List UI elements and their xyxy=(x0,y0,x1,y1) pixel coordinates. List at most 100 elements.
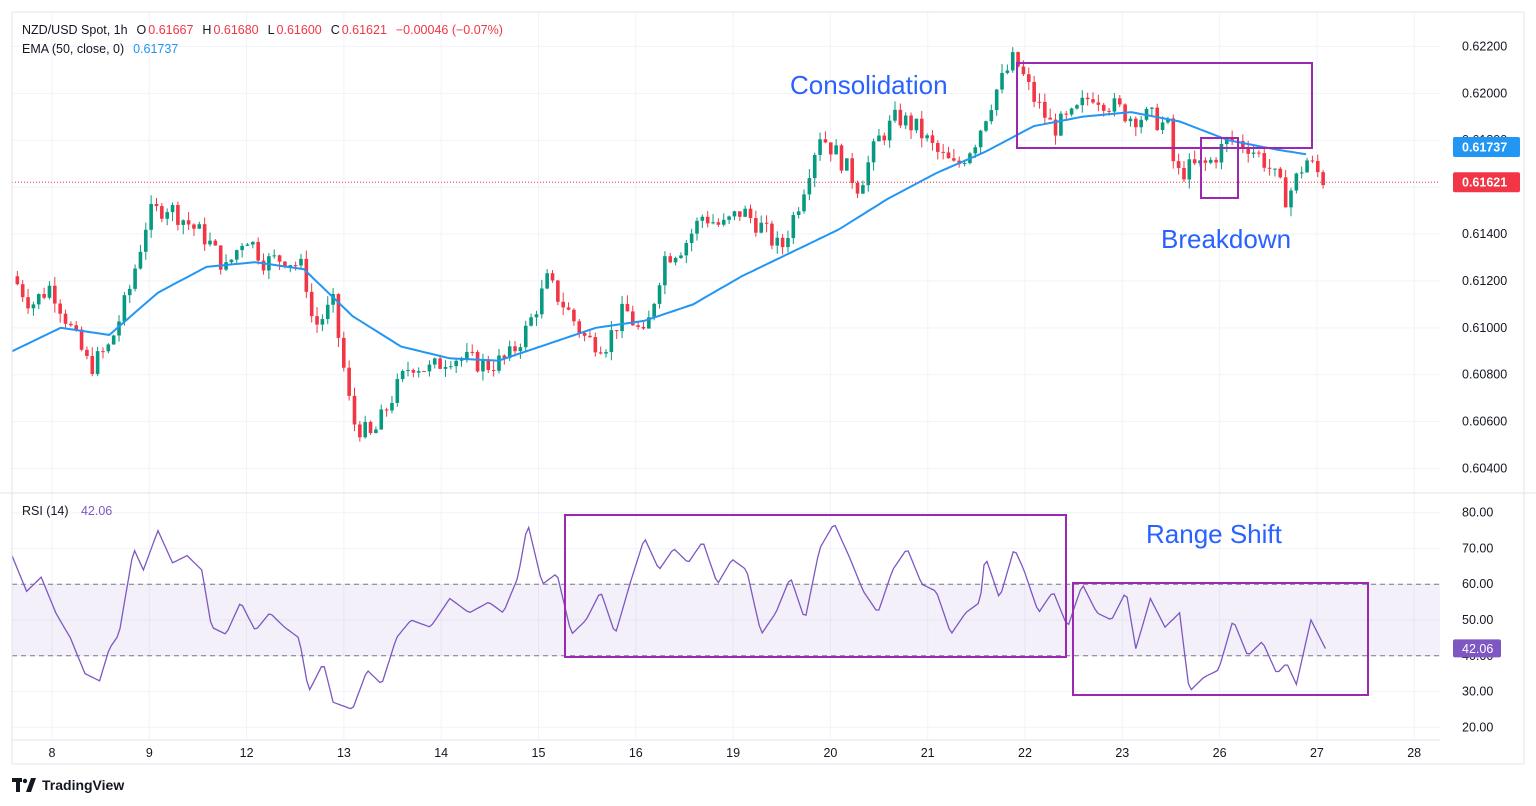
candle-body xyxy=(438,358,442,369)
candle-body xyxy=(1107,110,1111,112)
candle-body xyxy=(293,265,298,267)
time-tick-label: 13 xyxy=(337,746,351,760)
ema-legend: EMA (50, close, 0) 0.61737 xyxy=(22,42,180,56)
candle-body xyxy=(213,240,218,246)
candle-body xyxy=(796,211,801,216)
candle-body xyxy=(786,238,790,248)
candle-body xyxy=(1048,117,1052,120)
candle-body xyxy=(636,325,640,327)
candle-body xyxy=(58,303,62,314)
candle-body xyxy=(85,349,89,356)
candle-body xyxy=(1230,137,1234,142)
candle-body xyxy=(234,250,239,260)
candle-body xyxy=(641,326,646,329)
candle-body xyxy=(925,135,929,139)
candle-body xyxy=(721,219,726,225)
candle-body xyxy=(716,222,721,225)
candle-body xyxy=(1310,160,1315,162)
candle-body xyxy=(1283,177,1288,208)
candle-body xyxy=(186,220,191,225)
candle-body xyxy=(309,291,314,317)
candle-body xyxy=(523,325,528,348)
candle-body xyxy=(154,203,159,207)
candle-body xyxy=(427,364,432,372)
candle-body xyxy=(738,211,742,217)
candle-body xyxy=(630,311,635,326)
candle-body xyxy=(984,121,988,131)
candle-body xyxy=(909,115,913,131)
price-tick-label: 0.60600 xyxy=(1462,415,1507,429)
rsi-tick-label: 50.00 xyxy=(1462,613,1493,627)
candle-body xyxy=(1134,118,1138,128)
candle-body xyxy=(1139,119,1143,128)
candle-body xyxy=(454,360,458,367)
candle-body xyxy=(893,109,897,121)
candle-body xyxy=(218,245,223,270)
candle-body xyxy=(1166,118,1170,123)
tradingview-brand[interactable]: TradingView xyxy=(12,777,124,793)
candle-body xyxy=(1262,153,1267,168)
candle-body xyxy=(47,285,52,298)
price-tick-label: 0.62000 xyxy=(1462,86,1507,100)
candle-body xyxy=(1069,108,1074,115)
time-tick-label: 26 xyxy=(1213,746,1227,760)
candle-body xyxy=(604,352,608,354)
price-tick-label: 0.60800 xyxy=(1462,368,1507,382)
candle-body xyxy=(994,89,999,111)
candle-body xyxy=(63,313,68,324)
candle-body xyxy=(197,224,202,229)
candle-body xyxy=(1214,159,1218,163)
candle-body xyxy=(1037,101,1042,103)
candle-body xyxy=(143,229,148,252)
candle-body xyxy=(903,115,908,126)
candle-body xyxy=(748,208,753,219)
rsi-guide-lines xyxy=(12,583,1440,657)
candle-body xyxy=(208,240,212,245)
rsi-tick-label: 30.00 xyxy=(1462,685,1493,699)
high-value: 0.61680 xyxy=(213,23,259,37)
candle-body xyxy=(679,255,683,258)
candle-body xyxy=(989,110,994,122)
candle-body xyxy=(577,321,582,333)
candle-body xyxy=(31,304,36,309)
rsi-line xyxy=(11,524,1327,710)
candle-body xyxy=(539,288,544,315)
candle-body xyxy=(689,233,694,244)
candle-body xyxy=(1128,118,1133,122)
candle-body xyxy=(1053,119,1058,136)
candle-body xyxy=(283,261,287,267)
candle-body xyxy=(1219,144,1224,163)
candle-body xyxy=(898,109,903,126)
time-tick-label: 20 xyxy=(823,746,837,760)
candle-body xyxy=(133,268,137,289)
candle-body xyxy=(572,309,576,322)
candle-body xyxy=(1150,107,1154,109)
candle-body xyxy=(978,130,983,148)
candle-body xyxy=(69,323,73,326)
candle-body xyxy=(1289,190,1293,208)
candle-body xyxy=(764,222,769,224)
candle-body xyxy=(936,142,940,152)
candle-body xyxy=(272,255,277,257)
price-tick-label: 0.61200 xyxy=(1462,274,1507,288)
rsi-value-tag-text: 42.06 xyxy=(1462,642,1493,656)
candle-body xyxy=(518,347,523,352)
candle-body xyxy=(251,241,255,245)
candle-body xyxy=(245,244,250,246)
candle-body xyxy=(1096,102,1101,105)
candle-body xyxy=(812,154,817,179)
candle-body xyxy=(261,260,266,271)
candle-body xyxy=(834,145,838,155)
candle-body xyxy=(101,351,105,353)
rsi-range-box-2 xyxy=(1072,582,1369,696)
ema-label: EMA (50, close, 0) xyxy=(22,42,125,56)
candle-body xyxy=(374,429,378,434)
candle-body xyxy=(432,358,437,365)
candle-body xyxy=(1032,81,1036,102)
candle-body xyxy=(149,203,153,230)
candle-body xyxy=(229,259,234,263)
candle-body xyxy=(74,325,79,330)
candle-body xyxy=(1085,97,1090,100)
candle-body xyxy=(705,216,710,224)
